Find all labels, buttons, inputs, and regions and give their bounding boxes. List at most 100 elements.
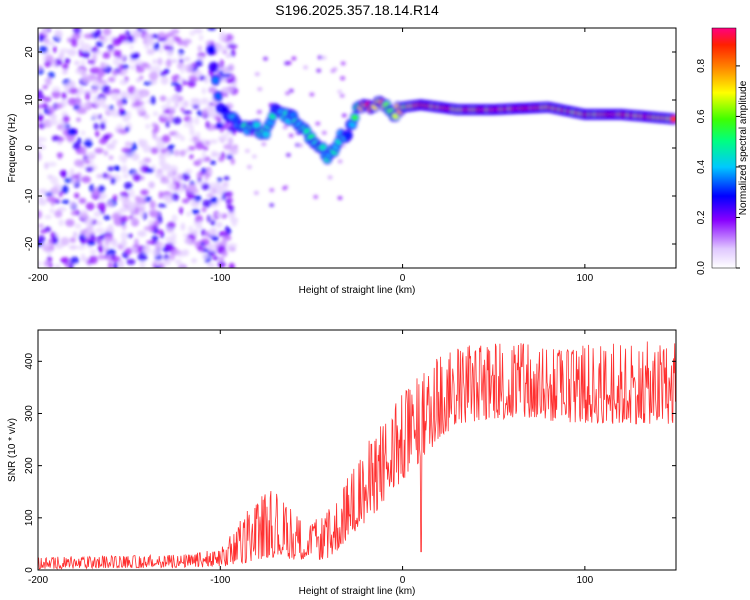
heatmap-cell [183,41,188,48]
heatmap-cell [127,34,135,41]
snr-frame [37,329,677,571]
heatmap-cell [84,229,91,239]
heatmap-cell [230,49,236,57]
heatmap-cell [179,264,185,268]
x-tick-label: -200 [28,273,48,284]
heatmap-cell [87,59,95,64]
heatmap-cell [140,175,145,181]
heatmap-cell [153,42,160,51]
heatmap-cell [121,97,128,105]
heatmap-cell [118,154,128,162]
heatmap-cell [187,79,196,88]
heatmap-cell [228,137,234,146]
heatmap-cell [131,246,137,252]
heatmap-cell [97,254,106,260]
heatmap-cell [52,45,57,54]
y-tick-label: -20 [24,236,35,251]
heatmap-cell [152,130,157,140]
y-tick-label: 200 [24,457,35,474]
colorbar-tick-label: 0.8 [696,59,707,73]
heatmap-cell [108,261,113,268]
heatmap-cell [170,81,180,86]
heatmap-cell [98,35,105,40]
heatmap-cell [206,214,212,223]
heatmap-cell [121,147,131,153]
heatmap-cell [171,192,180,202]
heatmap-cell [61,91,67,100]
heatmap-cell [198,75,206,81]
heatmap-cell [152,59,157,65]
heatmap-cell [48,262,53,268]
x-tick-label: -100 [210,575,230,586]
heatmap-cell [174,102,179,108]
heatmap-cell [166,38,175,47]
heatmap-cell [123,181,133,190]
heatmap-cell [38,34,45,42]
heatmap-cell [103,150,109,156]
heatmap-cell [92,95,98,104]
heatmap-cell [218,231,228,237]
heatmap-cell [155,259,160,267]
heatmap-cell [220,134,228,141]
heatmap-cell [58,191,63,198]
heatmap-cell [151,79,158,84]
heatmap-cell [159,156,166,165]
heatmap-cell [193,28,203,34]
heatmap-cell [38,235,46,244]
heatmap-cell [184,63,194,73]
heatmap-cell [95,41,104,48]
heatmap-cell [120,69,129,75]
heatmap-cell [69,167,75,175]
heatmap-cell [284,61,290,66]
heatmap-cell [89,183,95,193]
heatmap-cell [211,236,219,242]
heatmap-cell [137,252,148,262]
heatmap-cell [100,62,108,69]
heatmap-cell [150,147,159,155]
heatmap-cell [132,174,142,182]
heatmap-cell [75,96,81,106]
heatmap-cell [76,245,86,250]
heatmap-cell [62,115,70,123]
heatmap-cell [61,185,69,194]
heatmap-cell [99,122,106,130]
heatmap-cell [189,154,194,160]
heatmap-cell [190,98,200,103]
heatmap-cell [224,226,230,232]
heatmap-cell [254,72,260,77]
heatmap-cell [219,34,228,43]
heatmap-cell [223,66,230,74]
heatmap-cell [188,146,196,151]
heatmap-cell [111,256,121,263]
heatmap-cell [99,195,105,201]
heatmap-cell [70,256,80,264]
heatmap-cell [253,190,259,195]
heatmap-cell [221,238,227,247]
ridge-core [207,46,215,53]
heatmap-cell [251,154,257,159]
heatmap-cell [67,128,77,136]
heatmap-cell [38,210,43,219]
colorbar-label: Normalized spectral amplitude [738,80,749,215]
heatmap-cell [45,77,52,86]
x-tick-label: -200 [28,575,48,586]
heatmap-cell [218,156,225,163]
heatmap-cell [232,82,237,88]
heatmap-cell [102,104,110,109]
y-tick-label: 20 [24,46,35,58]
heatmap-cell [269,203,275,208]
heatmap-cell [216,186,225,194]
heatmap-cell [88,255,98,264]
heatmap-cell [155,171,164,179]
heatmap-cell [211,152,221,157]
heatmap-cell [223,176,230,181]
heatmap-cell [172,249,182,256]
heatmap-cell [179,102,189,107]
ridge-core [262,130,270,138]
heatmap-cell [196,110,203,117]
heatmap-cell [119,79,128,86]
heatmap-cell [169,111,174,117]
heatmap-cell [195,59,203,67]
heatmap-cell [191,77,199,82]
heatmap-cell [51,186,59,195]
